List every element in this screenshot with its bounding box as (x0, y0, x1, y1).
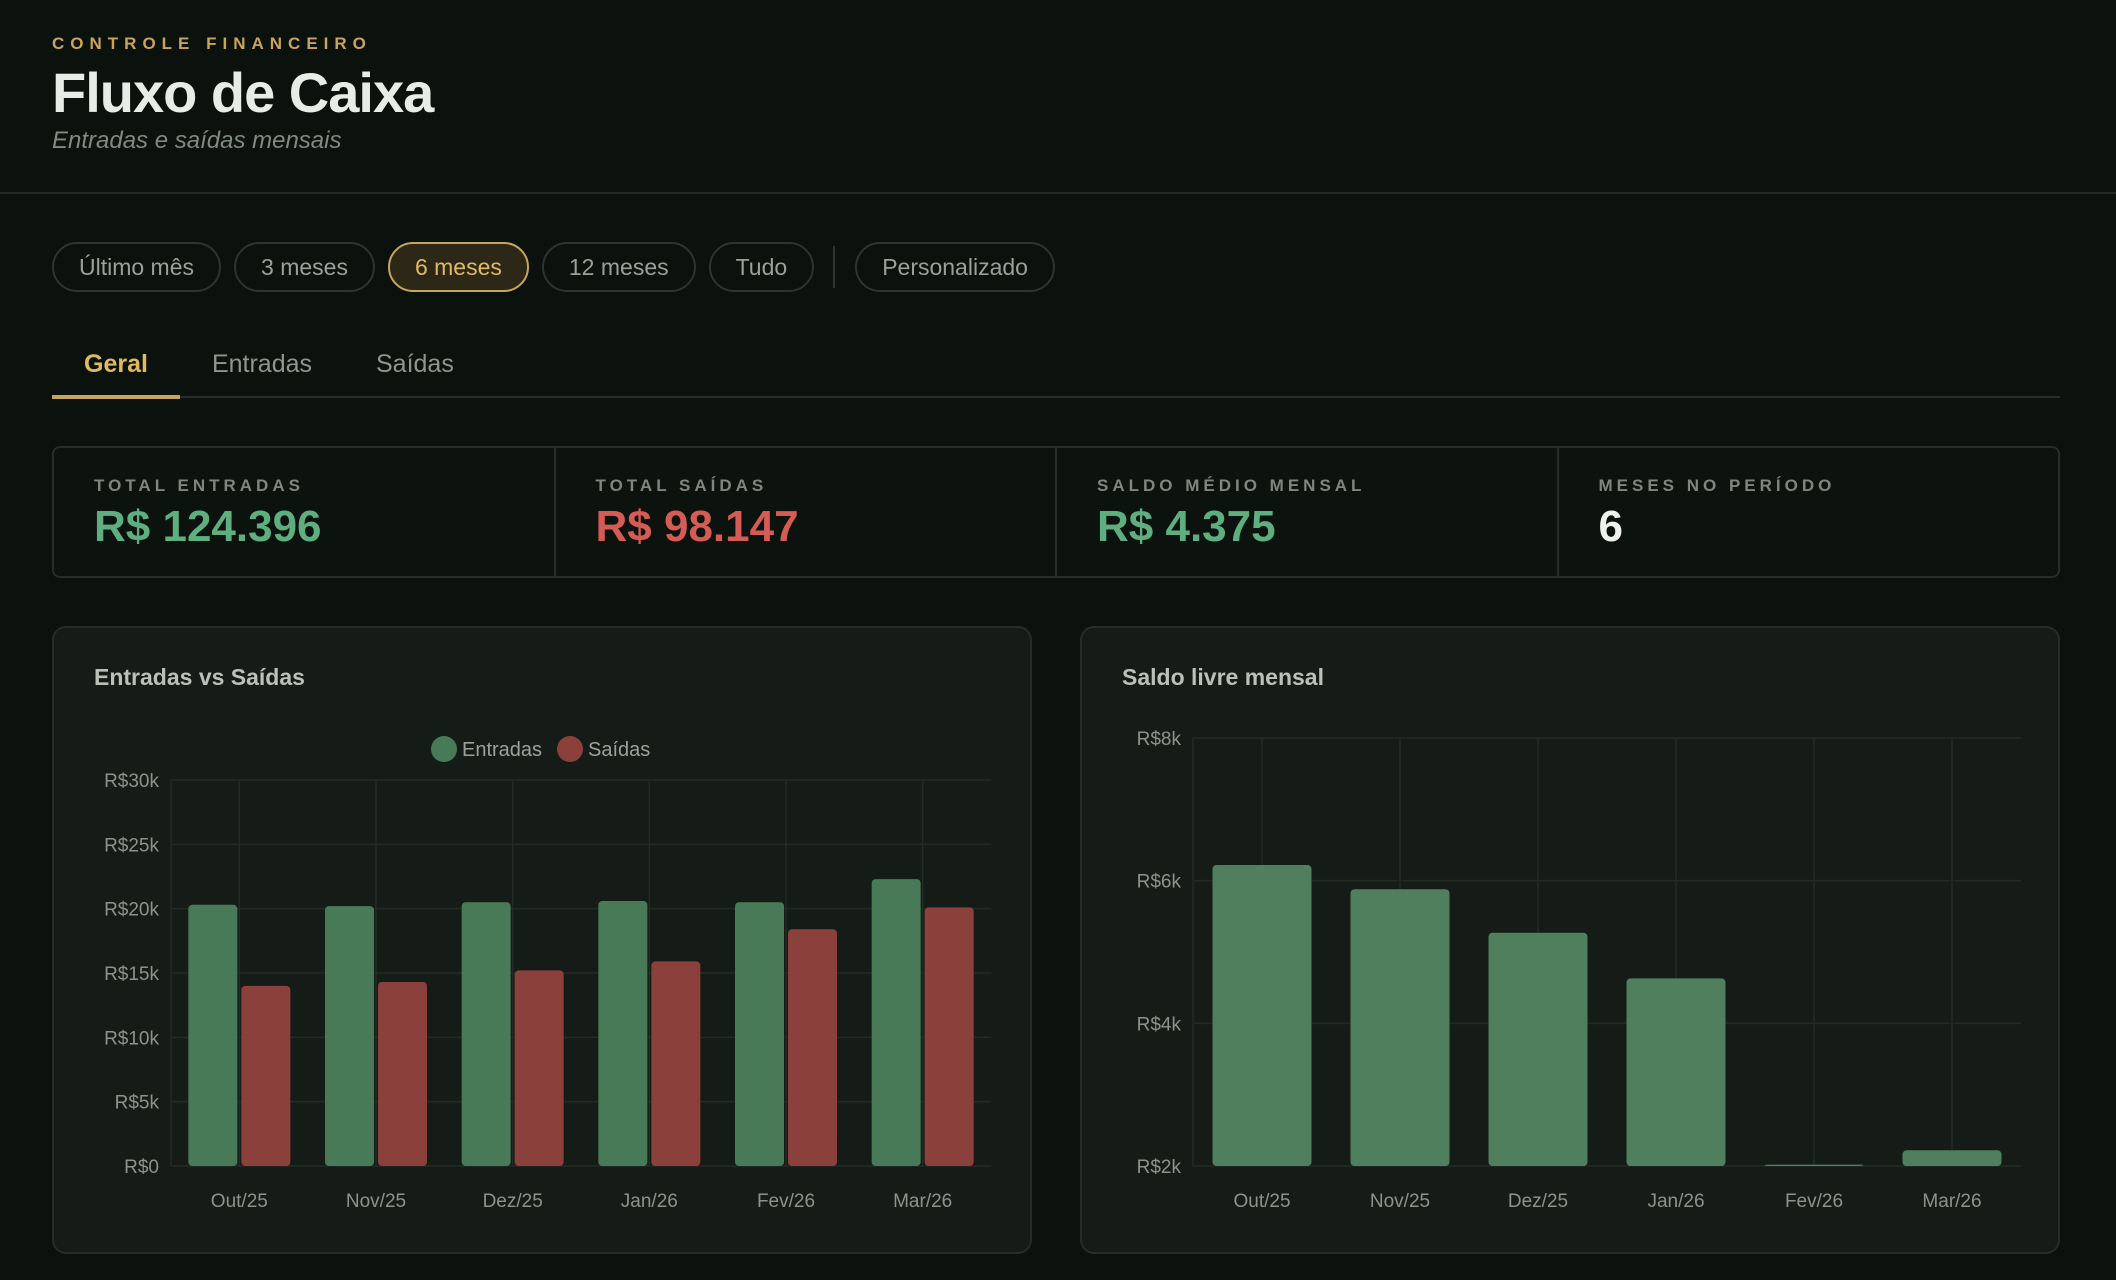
x-tick-label: Jan/26 (621, 1191, 678, 1212)
bar-entradas (461, 902, 511, 1166)
bar-entradas (598, 900, 648, 1166)
filter-12-months[interactable]: 12 meses (541, 242, 696, 292)
filter-all[interactable]: Tudo (708, 242, 815, 292)
saldo-livre-chart: R$2k R$4k R$6k R$8k Out/25 Nov/25 Dez/25 Jan/26… (1137, 729, 2021, 1212)
stat-label: TOTAL SAÍDAS (595, 476, 768, 495)
x-tick-label: Dez/25 (1508, 1191, 1568, 1212)
legend-swatch-saidas (557, 736, 583, 762)
page-eyebrow: CONTROLE FINANCEIRO (52, 34, 372, 53)
y-tick-label: R$10k (104, 1028, 159, 1049)
stat-saldo-medio: SALDO MÉDIO MENSAL R$ 4.375 (1057, 448, 1559, 576)
stat-value: R$ 4.375 (1097, 502, 1276, 551)
x-tick-label: Fev/26 (1785, 1191, 1843, 1212)
stat-label: TOTAL ENTRADAS (94, 476, 304, 495)
tab-entradas[interactable]: Entradas (211, 350, 312, 378)
y-tick-label: R$2k (1137, 1157, 1182, 1178)
bar-entradas (188, 904, 238, 1166)
y-tick-label: R$25k (104, 835, 159, 856)
stat-label: MESES NO PERÍODO (1598, 476, 1836, 495)
x-tick-label: Jan/26 (1647, 1191, 1704, 1212)
x-tick-label: Out/25 (1233, 1191, 1290, 1212)
bar-saldo (1350, 889, 1450, 1166)
page-header: CONTROLE FINANCEIRO Fluxo de Caixa Entra… (0, 0, 2116, 194)
y-tick-label: R$8k (1137, 729, 1182, 750)
y-tick-label: R$15k (104, 964, 159, 985)
tab-geral[interactable]: Geral (52, 336, 180, 399)
bar-saldo (1764, 1164, 1864, 1166)
stat-total-entradas: TOTAL ENTRADAS R$ 124.396 (54, 448, 556, 576)
bar-entradas (735, 902, 784, 1166)
bar-saldo (1212, 864, 1312, 1166)
bar-saldo (1626, 978, 1726, 1166)
x-tick-label: Nov/25 (346, 1191, 406, 1212)
period-filters: Último mês 3 meses 6 meses 12 meses Tudo… (52, 242, 1068, 292)
view-tabs: Geral Entradas Saídas (52, 336, 2060, 399)
y-tick-label: R$4k (1137, 1014, 1182, 1035)
bar-entradas (871, 879, 921, 1166)
page-subtitle: Entradas e saídas mensais (52, 127, 342, 154)
filter-6-months[interactable]: 6 meses (387, 242, 529, 292)
stat-value: R$ 124.396 (94, 502, 322, 551)
legend-swatch-entradas (431, 736, 457, 762)
chart-title: Entradas vs Saídas (94, 664, 305, 690)
stat-value: R$ 98.147 (595, 502, 799, 551)
bar-saidas (924, 907, 974, 1166)
summary-stats: TOTAL ENTRADAS R$ 124.396 TOTAL SAÍDAS R… (52, 446, 2060, 578)
y-tick-label: R$6k (1137, 872, 1182, 893)
tab-saidas[interactable]: Saídas (376, 350, 454, 378)
x-tick-label: Out/25 (211, 1191, 268, 1212)
y-tick-label: R$20k (104, 900, 159, 921)
filter-divider (833, 246, 836, 288)
bar-saidas (241, 985, 291, 1166)
y-tick-label: R$30k (104, 771, 159, 792)
page-title: Fluxo de Caixa (52, 61, 434, 124)
y-tick-label: R$5k (115, 1093, 160, 1114)
bar-saldo (1488, 932, 1588, 1166)
bar-entradas (325, 906, 374, 1166)
stat-label: SALDO MÉDIO MENSAL (1097, 476, 1366, 495)
legend-label-saidas: Saídas (588, 739, 650, 761)
legend-label-entradas: Entradas (462, 739, 542, 761)
chart-title: Saldo livre mensal (1122, 664, 1324, 690)
stat-meses-periodo: MESES NO PERÍODO 6 (1559, 448, 2059, 576)
bar-saidas (651, 961, 701, 1166)
x-tick-label: Nov/25 (1370, 1191, 1430, 1212)
filter-custom[interactable]: Personalizado (855, 242, 1055, 292)
filter-last-month[interactable]: Último mês (52, 242, 222, 292)
bar-saldo (1902, 1150, 2002, 1166)
x-tick-label: Fev/26 (757, 1191, 815, 1212)
x-tick-label: Mar/26 (893, 1191, 952, 1212)
bar-saidas (514, 970, 564, 1166)
entradas-saidas-chart: Entradas Saídas R$0 R$5k R$10k R$15k R$20k R$25… (104, 736, 991, 1212)
bar-saidas (378, 982, 427, 1166)
stat-value: 6 (1598, 502, 1623, 551)
chart-card-saldo-livre: Saldo livre mensal R$2k R$4k R$6k R$8k Out/2… (1080, 626, 2060, 1254)
stat-total-saidas: TOTAL SAÍDAS R$ 98.147 (556, 448, 1057, 576)
y-tick-label: R$0 (124, 1157, 159, 1178)
x-tick-label: Mar/26 (1922, 1191, 1981, 1212)
bar-saidas (788, 929, 837, 1166)
x-tick-label: Dez/25 (483, 1191, 543, 1212)
filter-3-months[interactable]: 3 meses (234, 242, 375, 292)
chart-card-entradas-saidas: Entradas vs Saídas Entradas Saídas R$0 R$5k… (52, 626, 1032, 1254)
